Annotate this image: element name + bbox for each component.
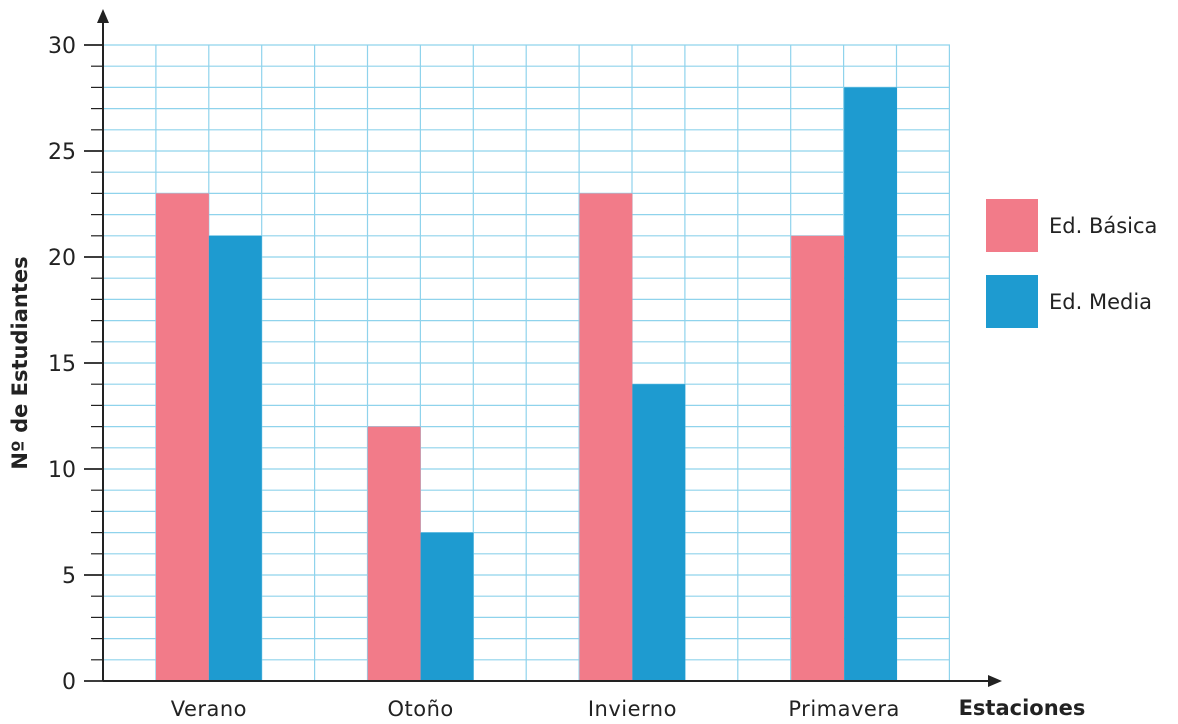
legend-label: Ed. Básica (1049, 214, 1157, 238)
y-tick-label: 25 (48, 140, 76, 165)
bar-primavera-basica (791, 235, 845, 682)
bar-verano-basica (155, 193, 209, 681)
y-tick-label: 0 (62, 670, 76, 695)
y-ticks: 0 5 10 15 20 25 30 (48, 34, 103, 695)
legend-swatch (986, 275, 1038, 328)
y-axis-arrow-icon (97, 9, 109, 23)
y-tick-label: 10 (48, 458, 76, 483)
x-axis-title: Estaciones (959, 696, 1086, 720)
bars (155, 87, 898, 682)
y-axis-title: Nº de Estudiantes (8, 256, 32, 469)
bar-invierno-media (632, 384, 686, 681)
x-tick-label: Verano (171, 697, 247, 721)
legend-swatch (986, 199, 1038, 252)
bar-otoño-basica (367, 426, 421, 681)
bar-primavera-media (844, 87, 898, 681)
legend-label: Ed. Media (1049, 290, 1152, 314)
bar-invierno-basica (579, 193, 633, 681)
bar-verano-media (208, 235, 262, 682)
legend: Ed. Básica Ed. Media (986, 199, 1157, 328)
y-tick-label: 5 (62, 564, 76, 589)
x-axis-arrow-icon (988, 675, 1002, 687)
x-tick-labels: Verano Otoño Invierno Primavera (171, 697, 900, 721)
y-tick-label: 30 (48, 34, 76, 59)
bar-otoño-media (420, 532, 474, 681)
y-tick-label: 15 (48, 352, 76, 377)
x-tick-label: Invierno (588, 697, 677, 721)
x-tick-label: Primavera (788, 697, 899, 721)
x-tick-label: Otoño (387, 697, 453, 721)
y-tick-label: 20 (48, 246, 76, 271)
